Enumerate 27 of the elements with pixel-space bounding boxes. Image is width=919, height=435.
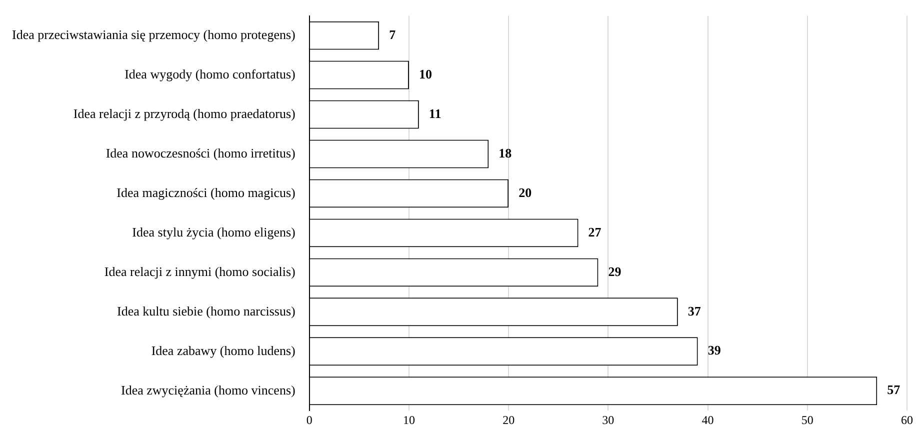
y-tick-label: Idea zwyciężania (homo vincens) bbox=[121, 382, 296, 398]
x-tick-label: 20 bbox=[502, 412, 515, 427]
x-tick-label: 0 bbox=[306, 412, 312, 427]
y-tick-label: Idea stylu życia (homo eligens) bbox=[132, 224, 296, 240]
y-tick-label: Idea nowoczesności (homo irretitus) bbox=[106, 145, 296, 160]
data-label: 39 bbox=[708, 342, 722, 358]
y-tick-label: Idea zabawy (homo ludens) bbox=[151, 342, 296, 358]
x-tick-label: 40 bbox=[702, 412, 714, 427]
data-label: 37 bbox=[688, 303, 702, 318]
data-label: 20 bbox=[518, 184, 532, 200]
data-label: 11 bbox=[428, 106, 442, 121]
data-label: 57 bbox=[887, 382, 901, 398]
y-tick-label: Idea przeciwstawiania się przemocy (homo protegens) bbox=[12, 26, 296, 42]
y-tick-label: Idea magiczności (homo magicus) bbox=[116, 184, 296, 200]
data-label: 10 bbox=[418, 66, 432, 82]
data-label: 18 bbox=[498, 145, 512, 160]
data-label: 29 bbox=[608, 264, 622, 279]
x-tick-label: 30 bbox=[602, 412, 614, 427]
x-tick-label: 10 bbox=[402, 412, 415, 427]
y-tick-label: Idea relacji z przyrodą (homo praedatorus) bbox=[73, 106, 296, 121]
x-tick-label: 50 bbox=[801, 412, 814, 427]
y-tick-label: Idea kultu siebie (homo narcissus) bbox=[117, 303, 296, 318]
y-tick-label: Idea relacji z innymi (homo socialis) bbox=[104, 264, 296, 279]
y-tick-label: Idea wygody (homo confortatus) bbox=[124, 66, 296, 82]
data-label: 27 bbox=[588, 224, 602, 240]
data-label: 7 bbox=[389, 26, 396, 42]
x-tick-label: 60 bbox=[901, 412, 913, 427]
